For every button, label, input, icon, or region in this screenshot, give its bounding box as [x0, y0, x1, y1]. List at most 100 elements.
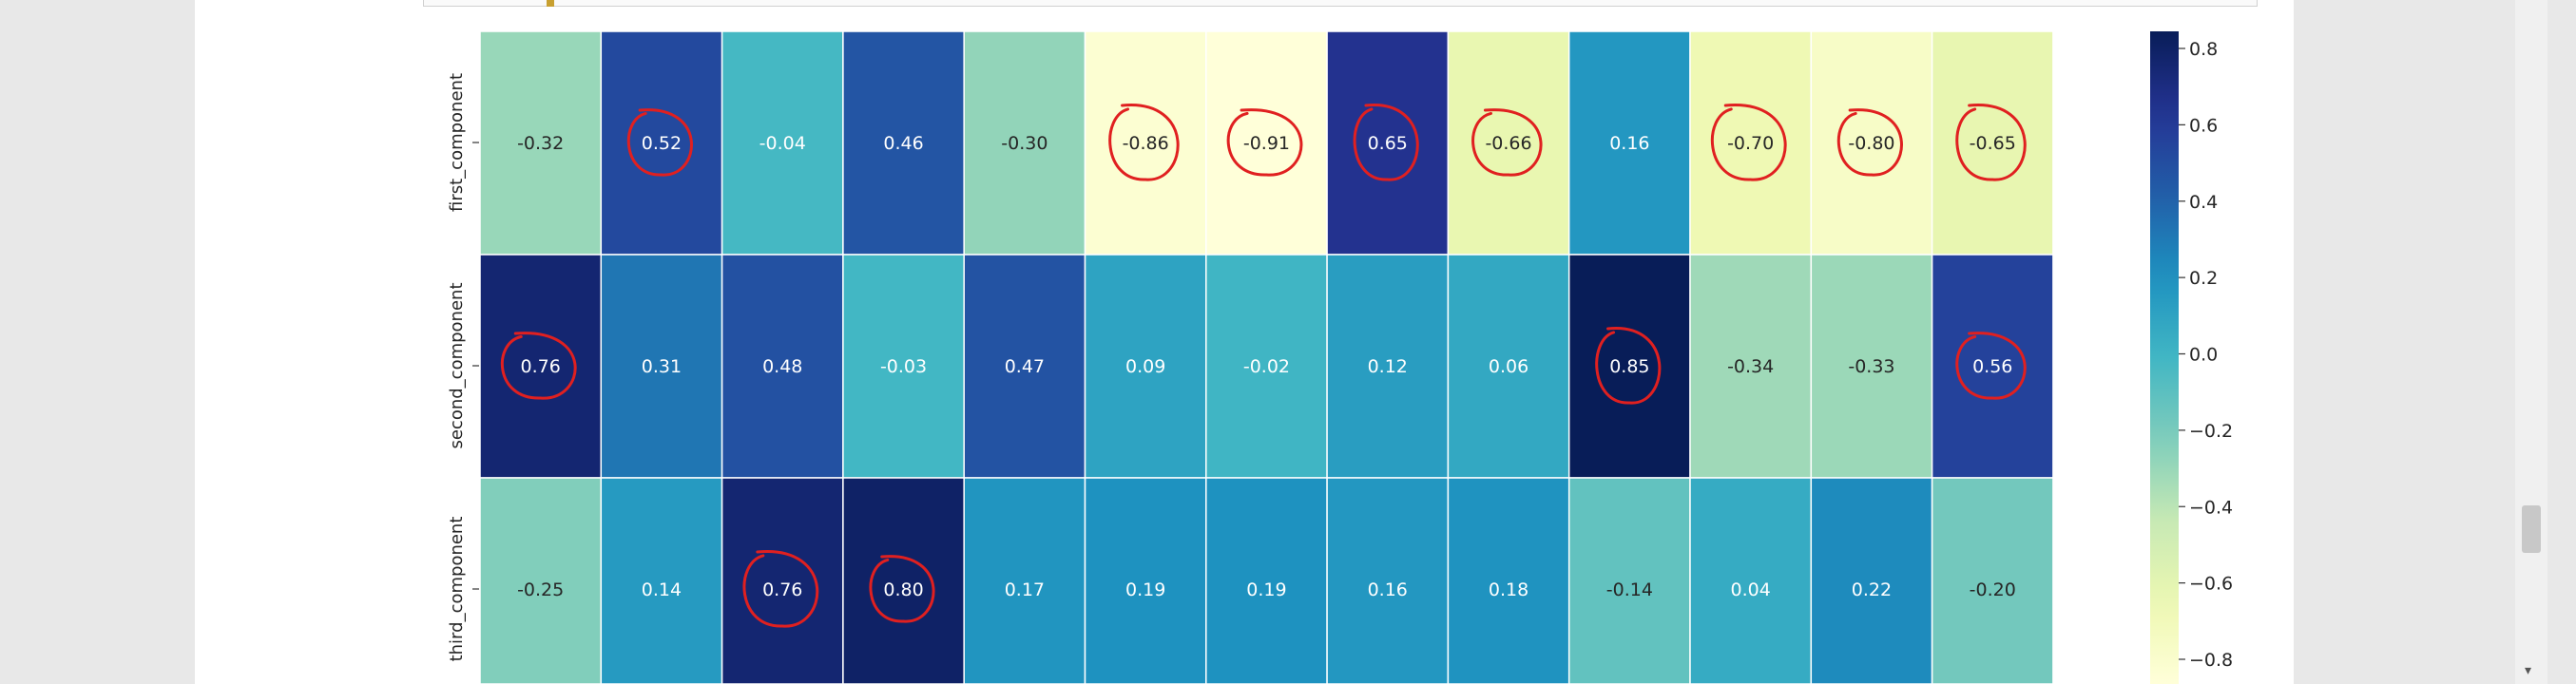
heatmap-cell — [963, 254, 1086, 479]
cell-value-label: 0.16 — [1368, 580, 1408, 600]
cell-value-label: 0.19 — [1246, 580, 1286, 600]
annotation-circle — [1108, 104, 1180, 181]
cell-value-label: -0.30 — [1001, 133, 1048, 154]
annotation-circle — [1710, 104, 1787, 181]
heatmap-cell — [1810, 477, 1933, 684]
cell-value-label: -0.34 — [1727, 356, 1774, 377]
annotation-circle — [626, 108, 693, 177]
colorbar-gradient — [2150, 31, 2179, 684]
heatmap-cell — [1810, 30, 1933, 256]
heatmap-cell — [479, 477, 603, 684]
heatmap-cell — [721, 254, 844, 479]
heatmap-cell — [1689, 30, 1813, 256]
annotation-circle — [1836, 108, 1903, 177]
heatmap-cell — [1326, 477, 1450, 684]
cell-value-label: 0.22 — [1852, 580, 1892, 600]
cell-value-label: -0.70 — [1727, 133, 1774, 154]
annotation-circle — [869, 555, 935, 623]
cell-value-label: -0.02 — [1243, 356, 1290, 377]
cell-value-label: 0.80 — [883, 580, 923, 600]
heatmap-cell — [1567, 477, 1691, 684]
row-labels: first_component second_component third_com… — [447, 73, 479, 661]
heatmap-cell — [1931, 477, 2054, 684]
annotation-circle — [1471, 108, 1543, 177]
heatmap-cell — [1447, 254, 1570, 479]
cell-value-label: -0.33 — [1848, 356, 1894, 377]
heatmap-cell — [1567, 254, 1691, 479]
cell-value-label: -0.04 — [759, 133, 806, 154]
annotation-circle — [742, 550, 819, 628]
annotation-circle — [1226, 108, 1303, 177]
cell-value-label: 0.85 — [1609, 356, 1649, 377]
heatmap-cell — [479, 30, 603, 256]
cell-value-label: 0.76 — [762, 580, 802, 600]
heatmap-cell — [1689, 477, 1813, 684]
cell-value-label: -0.91 — [1243, 133, 1290, 154]
scroll-down-arrow-icon[interactable]: ▾ — [2525, 663, 2532, 678]
cell-value-label: 0.56 — [1972, 356, 2012, 377]
heatmap-cell — [1447, 477, 1570, 684]
cell-value-label: 0.14 — [642, 580, 682, 600]
heatmap-cells: -0.32 0.52 -0.04 0.46 -0.30 -0.86 -0.91 0.65 -0.… — [479, 30, 2054, 684]
colorbar-tick-label: −0.2 — [2189, 421, 2233, 442]
code-cell-frame — [423, 0, 2258, 7]
colorbar-tick-label: −0.6 — [2189, 574, 2233, 595]
cell-value-label: 0.31 — [642, 356, 682, 377]
cell-value-label: 0.65 — [1368, 133, 1408, 154]
cell-value-label: 0.76 — [520, 356, 560, 377]
heatmap-cell — [600, 254, 723, 479]
cell-value-label: 0.09 — [1125, 356, 1165, 377]
cell-value-label: 0.06 — [1489, 356, 1528, 377]
cell-value-label: 0.19 — [1125, 580, 1165, 600]
cell-value-label: 0.17 — [1005, 580, 1045, 600]
annotation-circle — [1353, 104, 1419, 181]
annotation-circle — [1955, 104, 2027, 181]
heatmap-cell — [479, 254, 603, 479]
heatmap-cell — [1205, 254, 1328, 479]
heatmap-cell — [842, 254, 965, 479]
colorbar-tick-label: 0.6 — [2189, 115, 2218, 136]
heatmap-cell — [1931, 254, 2054, 479]
cell-value-label: -0.66 — [1485, 133, 1531, 154]
heatmap-cell — [1810, 254, 1933, 479]
heatmap-cell — [1447, 30, 1570, 256]
heatmap-cell — [1205, 30, 1328, 256]
colorbar-tick-label: 0.0 — [2189, 345, 2218, 366]
colorbar-tick-label: 0.2 — [2189, 268, 2218, 289]
heatmap-cell — [963, 477, 1086, 684]
handwritten-annotations — [500, 104, 2027, 628]
colorbar-tick-label: −0.8 — [2189, 650, 2233, 671]
colorbar-tick-label: 0.8 — [2189, 39, 2218, 60]
annotation-circle — [1955, 332, 2027, 400]
colorbar: 0.8 0.6 0.4 0.2 0.0 −0.2 −0.4 −0.6 −0.8 — [2150, 31, 2233, 684]
heatmap-cell — [1689, 254, 1813, 479]
heatmap-cell — [842, 477, 965, 684]
heatmap-cell — [1326, 30, 1450, 256]
cell-marker — [547, 0, 554, 7]
heatmap-cell — [600, 477, 723, 684]
cell-value-label: -0.14 — [1606, 580, 1653, 600]
cell-value-label: -0.25 — [517, 580, 564, 600]
annotation-circle — [1595, 327, 1662, 405]
cell-value-label: 0.16 — [1609, 133, 1649, 154]
heatmap-cell — [1205, 477, 1328, 684]
heatmap-cell — [1567, 30, 1691, 256]
row-label: second_component — [447, 282, 467, 448]
cell-value-label: 0.46 — [883, 133, 923, 154]
cell-value-label: 0.04 — [1730, 580, 1770, 600]
scrollbar-thumb[interactable] — [2522, 505, 2541, 553]
cell-value-label: 0.18 — [1489, 580, 1528, 600]
vertical-scrollbar[interactable]: ▾ — [2515, 0, 2547, 684]
cell-value-label: -0.20 — [1970, 580, 2016, 600]
cell-value-label: 0.47 — [1005, 356, 1045, 377]
cell-value-label: -0.03 — [880, 356, 927, 377]
cell-value-label: -0.32 — [517, 133, 564, 154]
annotation-circle — [500, 332, 577, 400]
cell-value-label: -0.65 — [1970, 133, 2016, 154]
cell-value-label: -0.86 — [1123, 133, 1169, 154]
heatmap-cell — [1084, 254, 1207, 479]
colorbar-tick-label: 0.4 — [2189, 192, 2218, 213]
cell-value-label: 0.52 — [642, 133, 682, 154]
colorbar-tick-label: −0.4 — [2189, 497, 2233, 518]
